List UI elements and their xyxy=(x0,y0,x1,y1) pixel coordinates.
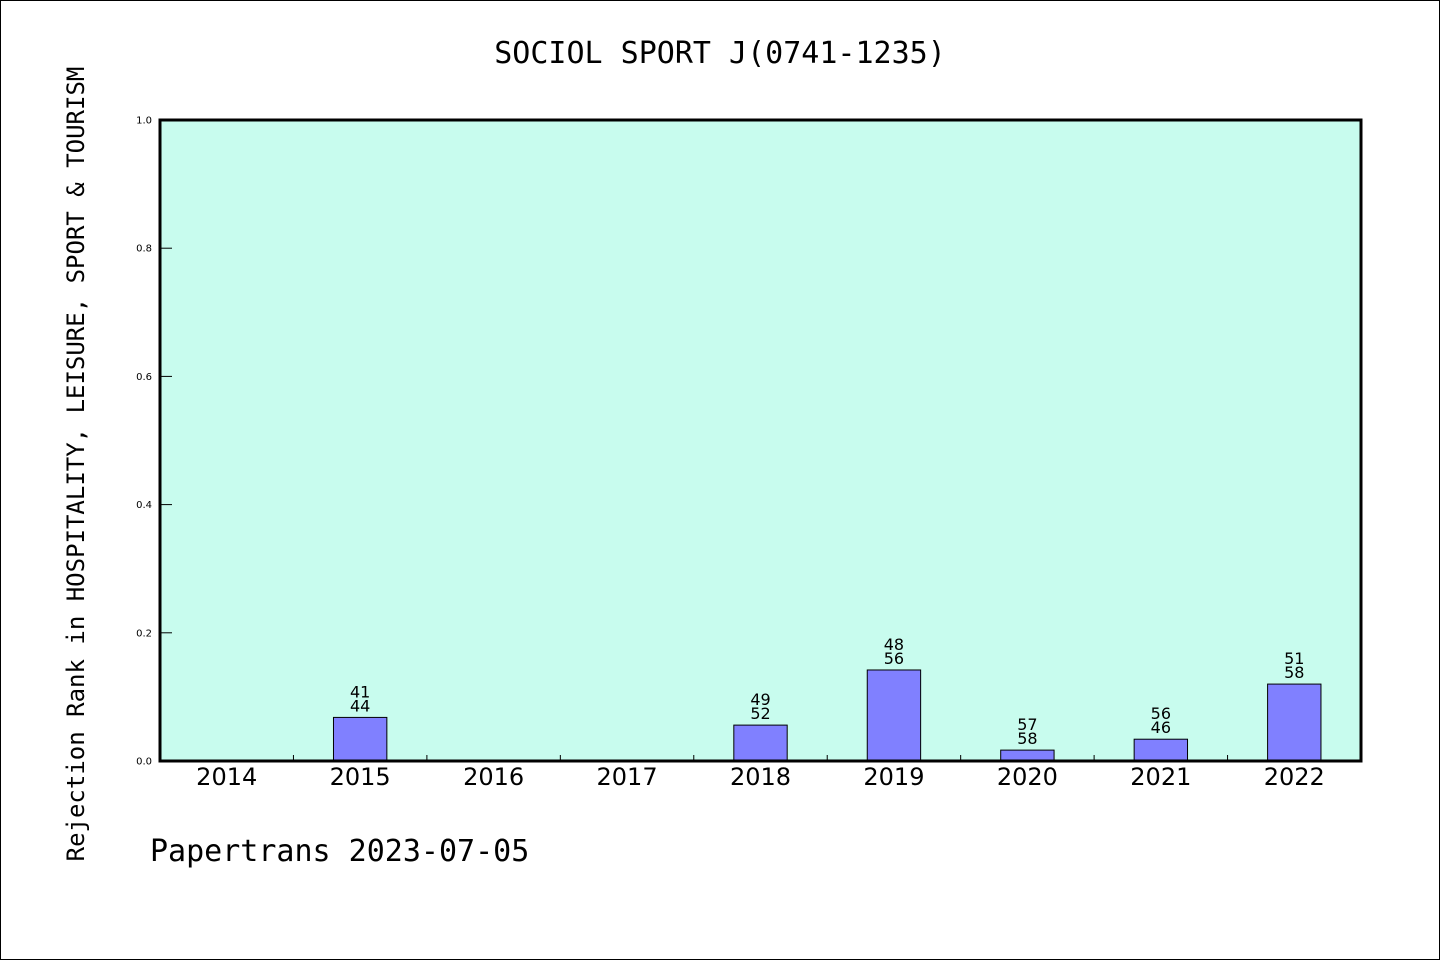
y-tick-label: 0.6 xyxy=(136,372,152,383)
y-tick-label: 0.8 xyxy=(136,244,152,255)
bar-label: 52 xyxy=(750,704,770,723)
x-tick-label: 2022 xyxy=(1264,763,1325,791)
x-tick-label: 2015 xyxy=(330,763,391,791)
bar-label: 56 xyxy=(1151,704,1171,723)
x-tick-label: 2021 xyxy=(1130,763,1191,791)
chart-title: SOCIOL SPORT J(0741-1235) xyxy=(494,36,946,71)
y-tick-label: 0.2 xyxy=(136,628,152,639)
bar xyxy=(332,716,388,762)
y-tick-label: 0.4 xyxy=(136,500,152,511)
plot-area xyxy=(160,120,1361,761)
footer-credit: Papertrans 2023-07-05 xyxy=(150,834,530,869)
x-tick-label: 2018 xyxy=(730,763,791,791)
bar-label: 58 xyxy=(1284,663,1304,682)
y-tick-label: 1.0 xyxy=(136,116,152,127)
x-tick-label: 2020 xyxy=(997,763,1058,791)
plot-border xyxy=(158,118,1363,763)
bar xyxy=(866,669,922,762)
x-tick-label: 2019 xyxy=(863,763,924,791)
bar xyxy=(1000,749,1055,762)
bar-label: 44 xyxy=(350,696,370,715)
bar-label: 58 xyxy=(1017,729,1037,748)
bar xyxy=(1267,683,1322,762)
bar-label: 51 xyxy=(1284,649,1304,668)
bar-label: 48 xyxy=(884,635,904,654)
bar-label: 57 xyxy=(1017,715,1037,734)
x-tick-label: 2016 xyxy=(463,763,524,791)
bar xyxy=(1133,738,1189,762)
y-tick-label: 0.0 xyxy=(136,757,152,768)
bar-label: 56 xyxy=(884,649,904,668)
x-tick-label: 2014 xyxy=(196,763,257,791)
bar-label: 46 xyxy=(1151,718,1171,737)
bar-label: 41 xyxy=(350,682,370,701)
bar xyxy=(733,724,788,762)
x-tick-label: 2017 xyxy=(597,763,658,791)
bar-label: 49 xyxy=(750,690,770,709)
